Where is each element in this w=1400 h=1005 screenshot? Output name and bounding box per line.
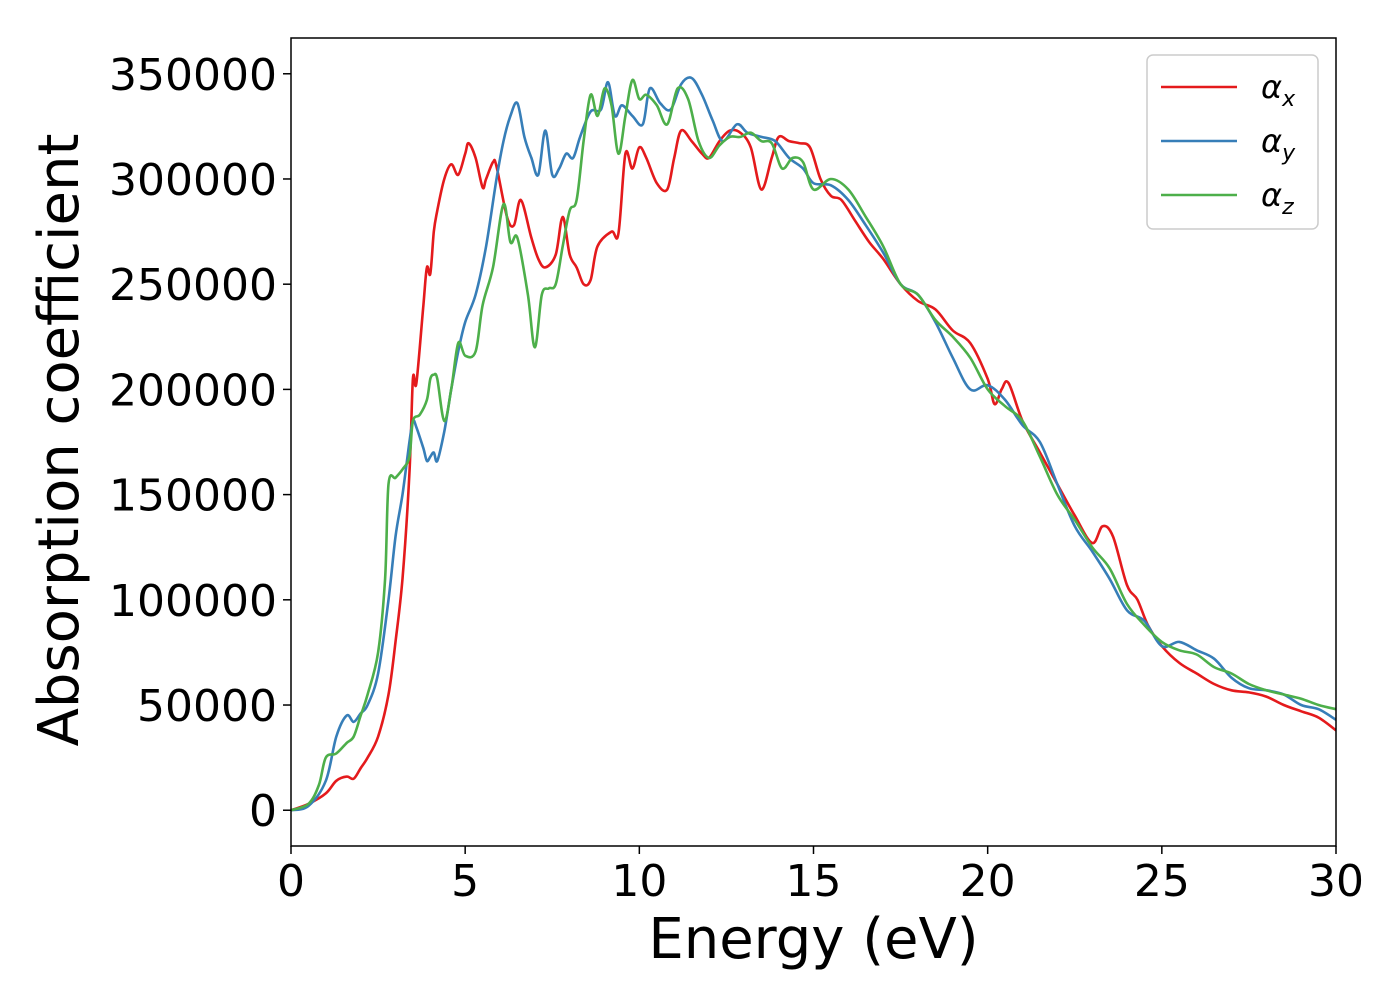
x-axis: 0 5 10 15 20 25 30	[277, 846, 1364, 907]
legend-label-y: αy	[1261, 122, 1296, 166]
y-axis: 0 50000 100000 150000 200000 250000 300000 3500…	[109, 50, 291, 837]
x-tick-label: 25	[1134, 856, 1190, 907]
y-tick-label: 300000	[109, 155, 277, 206]
x-tick-label: 10	[611, 856, 667, 907]
x-axis-title: Energy (eV)	[648, 907, 978, 972]
y-axis-title: Absorption coefficient	[27, 134, 92, 747]
y-tick-label: 100000	[109, 576, 277, 627]
series-line-y	[291, 76, 1336, 812]
legend-label-z: αz	[1261, 176, 1294, 220]
x-tick-label: 30	[1308, 856, 1364, 907]
series-layer	[291, 76, 1336, 812]
series-line-x	[291, 128, 1336, 812]
y-tick-label: 350000	[109, 50, 277, 101]
legend: αx αy αz	[1146, 54, 1319, 230]
series-line-z	[291, 78, 1336, 812]
x-tick-label: 15	[786, 856, 842, 907]
y-tick-label: 200000	[109, 365, 277, 416]
y-tick-label: 50000	[137, 681, 277, 732]
x-tick-label: 0	[277, 856, 305, 907]
x-tick-label: 20	[960, 856, 1016, 907]
legend-label-x: αx	[1261, 68, 1296, 112]
y-tick-label: 250000	[109, 260, 277, 311]
y-tick-label: 150000	[109, 471, 277, 522]
x-tick-label: 5	[451, 856, 479, 907]
y-tick-label: 0	[249, 786, 277, 837]
